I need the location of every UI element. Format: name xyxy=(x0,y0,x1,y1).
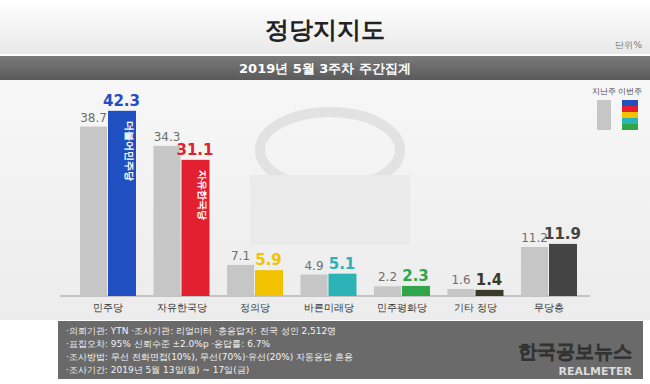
title: 정당지지도 xyxy=(265,16,385,44)
category-label: 기타 정당 xyxy=(454,302,497,313)
bar-this-week xyxy=(549,244,577,296)
party-logo-text: 자유한국당 xyxy=(197,170,208,220)
category-label: 민주평화당 xyxy=(377,302,427,313)
header-bg xyxy=(0,0,650,54)
bars xyxy=(80,111,577,296)
notes-bg xyxy=(58,321,643,379)
value-label: 31.1 xyxy=(176,141,213,159)
plot-bg xyxy=(0,80,650,320)
legend-swatch xyxy=(622,118,638,124)
bar-this-week xyxy=(182,160,210,296)
bar-last-week xyxy=(448,289,475,296)
chart: 정당지지도단위% 2019년 5월 3주차 주간집계 38.742.3 더불어민주당민… xyxy=(0,0,650,384)
value-label: 42.3 xyxy=(103,92,140,110)
value-label: 1.6 xyxy=(451,273,470,287)
note: ·표집오차: 95% 신뢰수준 ±2.0%p ·응답률: 6.7% xyxy=(66,339,271,349)
bar-last-week xyxy=(374,286,401,296)
legend-label: 지난주 xyxy=(592,87,616,96)
note: ·의뢰기관: YTN ·조사기관: 리얼미터 ·총응답자: 전국 성인 2,51… xyxy=(66,326,336,336)
bar-this-week xyxy=(402,286,430,296)
category-label: 정의당 xyxy=(240,302,270,313)
value-label: 5.1 xyxy=(329,255,356,273)
note: ·조사방법: 무선 전화면접(10%), 무선(70%)·유선(20%) 자동응… xyxy=(66,352,353,362)
value-label: 1.4 xyxy=(476,271,503,289)
bar-last-week xyxy=(301,275,328,296)
subtitle: 2019년 5월 3주차 주간집계 xyxy=(239,61,411,76)
category-label: 바른미래당 xyxy=(304,302,354,313)
bg-decor xyxy=(250,175,410,245)
value-label: 38.7 xyxy=(80,111,107,125)
labels: 38.742.3더불어민주당민주당34.331.1자유한국당자유한국당7.15.… xyxy=(80,92,581,313)
legend-swatch xyxy=(622,100,638,106)
subtitle-bg xyxy=(0,56,650,80)
note: ·조사기간: 2019년 5월 13일(월) ~ 17일(금) xyxy=(66,365,249,375)
value-label: 7.1 xyxy=(231,249,250,263)
bar-last-week xyxy=(80,127,107,296)
watermark: 한국공보뉴스 xyxy=(518,340,632,362)
unit: 단위% xyxy=(615,40,642,50)
value-label: 2.3 xyxy=(402,267,429,285)
bar-this-week xyxy=(255,270,283,296)
value-label: 11.9 xyxy=(544,225,581,243)
value-label: 2.2 xyxy=(378,270,397,284)
category-label: 자유한국당 xyxy=(157,302,207,313)
category-label: 무당층 xyxy=(534,302,564,313)
legend-swatch xyxy=(622,124,638,130)
legend-label: 이번주 xyxy=(618,87,642,96)
bar-this-week xyxy=(329,274,357,296)
watermark: REALMETER xyxy=(559,365,633,378)
bar-last-week xyxy=(521,247,548,296)
category-label: 민주당 xyxy=(93,302,123,313)
bar-last-week xyxy=(154,146,181,296)
legend-swatch xyxy=(622,112,638,118)
value-label: 5.9 xyxy=(255,251,282,269)
legend-swatch xyxy=(597,100,611,130)
legend-swatch xyxy=(622,106,638,112)
bar-this-week xyxy=(108,111,136,296)
party-logo-text: 더불어민주당 xyxy=(124,121,135,181)
bar-last-week xyxy=(227,265,254,296)
bar-this-week xyxy=(476,290,504,296)
value-label: 4.9 xyxy=(304,259,323,273)
